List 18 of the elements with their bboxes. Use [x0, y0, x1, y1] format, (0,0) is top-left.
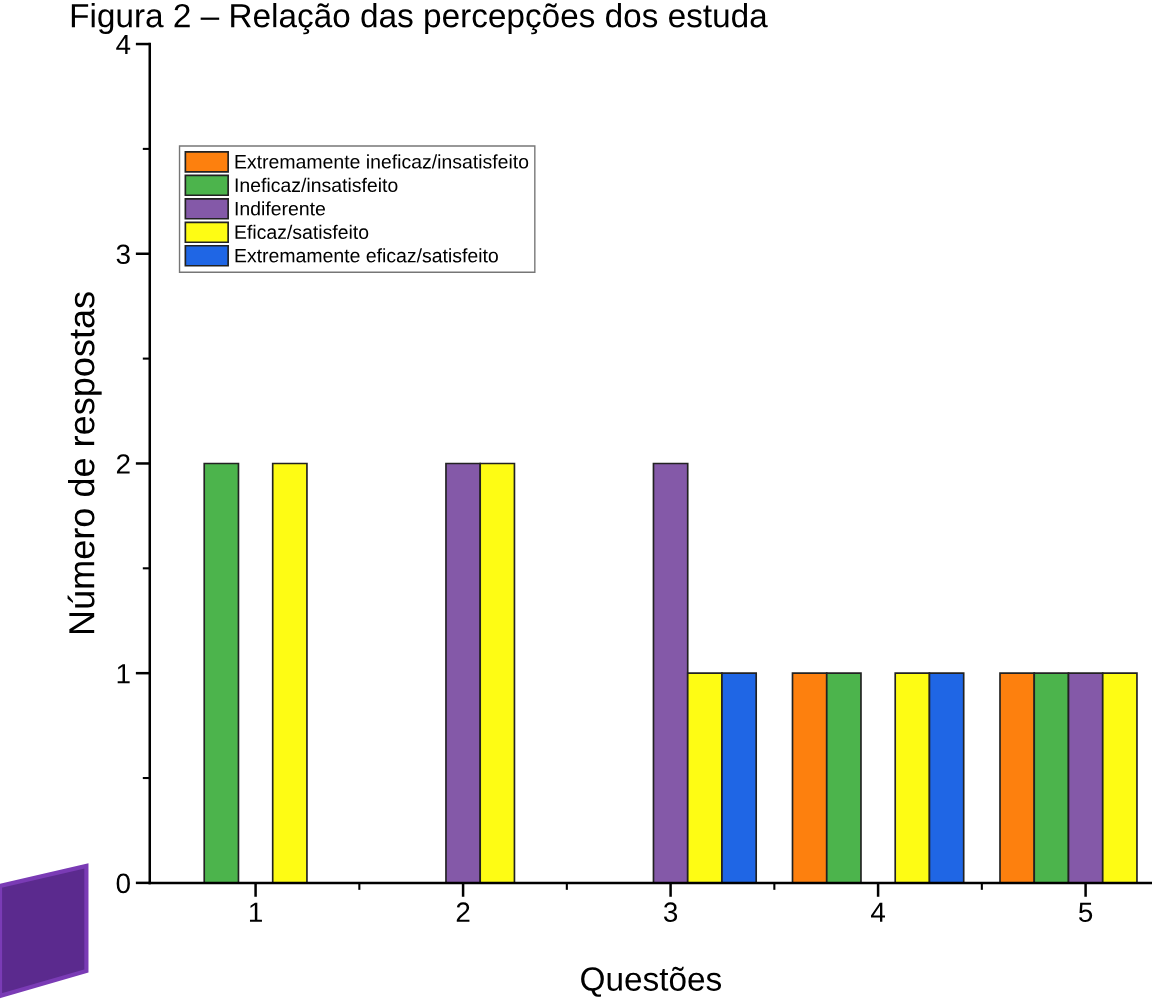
- x-tick-label: 4: [871, 902, 886, 922]
- x-tick-label: 3: [663, 902, 678, 923]
- legend-label: Eficaz/satisfeito: [235, 224, 369, 240]
- y-axis-title: Número de respostas: [67, 292, 102, 634]
- y-tick-label: 2: [116, 454, 130, 474]
- x-axis-title: Questões: [581, 966, 722, 997]
- y-tick-label: 0: [116, 873, 130, 894]
- legend-label: Extremamente eficaz/satisfeito: [235, 248, 498, 263]
- x-tick-label: 1: [249, 902, 262, 922]
- y-tick-label: 4: [116, 35, 131, 55]
- x-tick-label: 5: [1078, 902, 1093, 923]
- legend-label: Extremamente ineficaz/insatisfeito: [235, 154, 529, 169]
- y-tick-label: 1: [117, 664, 130, 684]
- y-tick-label: 3: [116, 244, 130, 265]
- legend-label: Ineficaz/insatisfeito: [235, 177, 398, 193]
- legend-label: Indiferente: [235, 201, 325, 216]
- chart-title: Figura 2 – Relação das percepções dos estuda: [71, 3, 768, 35]
- x-tick-label: 2: [456, 902, 470, 922]
